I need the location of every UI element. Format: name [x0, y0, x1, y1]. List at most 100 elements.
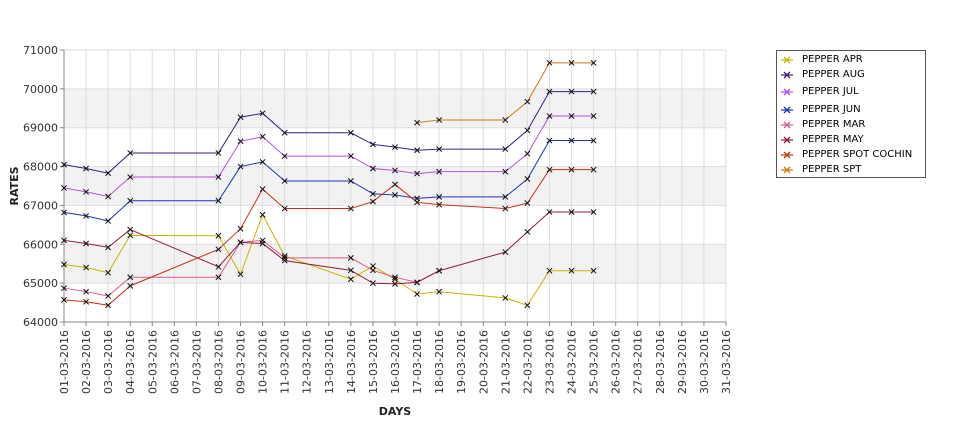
- legend-label: PEPPER SPT: [802, 164, 862, 175]
- point-marker-pepper-spot-cochin: [127, 282, 134, 289]
- legend-marker-icon: [781, 106, 793, 114]
- point-marker-pepper-may: [369, 280, 376, 287]
- point-marker-pepper-spot-cochin: [237, 225, 244, 232]
- point-marker-pepper-apr: [61, 261, 67, 268]
- x-tick-label: 16-03-2016: [389, 330, 402, 394]
- series-markers: [61, 59, 597, 309]
- y-tick-label: 64000: [23, 316, 58, 329]
- point-marker-pepper-jul: [546, 113, 553, 120]
- point-marker-pepper-spot-cochin: [347, 205, 354, 212]
- point-marker-pepper-may: [568, 209, 575, 215]
- point-marker-pepper-aug: [392, 144, 398, 151]
- point-marker-pepper-may: [61, 237, 67, 244]
- point-marker-pepper-jul: [105, 193, 112, 200]
- point-marker-pepper-apr: [568, 267, 575, 274]
- point-marker-pepper-apr: [215, 232, 222, 239]
- x-tick-label: 28-03-2016: [654, 330, 667, 394]
- legend-marker-icon: [781, 121, 793, 129]
- point-marker-pepper-mar: [281, 254, 288, 261]
- series-line-pepper-apr: [63, 213, 594, 306]
- x-tick-label: 23-03-2016: [543, 330, 556, 394]
- point-marker-pepper-spot-cochin: [524, 200, 531, 207]
- legend-item-pepper-may: PEPPER MAY: [777, 133, 925, 147]
- point-marker-pepper-spot-cochin: [436, 201, 443, 208]
- point-marker-pepper-jul: [392, 167, 398, 174]
- point-marker-pepper-jul: [502, 168, 509, 175]
- x-tick-label: 24-03-2016: [566, 330, 579, 394]
- legend-marker-icon: [781, 136, 793, 144]
- legend-marker-icon: [781, 88, 793, 96]
- point-marker-pepper-jun: [105, 218, 112, 224]
- point-marker-pepper-aug: [524, 127, 531, 134]
- x-tick-labels: 01-03-2016 02-03-2016 03-03-2016 04-03-2016…: [58, 330, 733, 394]
- legend: PEPPER APR PEPPER AUG PEPPER JUL PEPPER JUN…: [776, 50, 926, 178]
- point-marker-pepper-may: [127, 226, 134, 233]
- y-tick-label: 67000: [23, 199, 58, 212]
- x-tick-label: 11-03-2016: [279, 330, 292, 394]
- series-line-pepper-may: [63, 211, 594, 285]
- axes: [60, 49, 727, 326]
- point-marker-pepper-apr: [392, 276, 398, 283]
- x-tick-label: 02-03-2016: [80, 330, 93, 394]
- x-tick-label: 09-03-2016: [235, 330, 248, 394]
- point-marker-pepper-jul: [369, 165, 376, 172]
- point-marker-pepper-spt: [568, 59, 575, 66]
- point-marker-pepper-jul: [436, 168, 443, 175]
- point-marker-pepper-mar: [83, 288, 90, 295]
- point-marker-pepper-jul: [568, 113, 575, 120]
- point-marker-pepper-spt: [436, 116, 443, 123]
- point-marker-pepper-jun: [61, 209, 67, 216]
- x-tick-label: 20-03-2016: [477, 330, 490, 394]
- legend-label: PEPPER SPOT COCHIN: [802, 149, 913, 160]
- point-marker-pepper-may: [83, 240, 90, 247]
- point-marker-pepper-jul: [414, 170, 421, 177]
- point-marker-pepper-aug: [414, 147, 421, 154]
- point-marker-pepper-jul: [215, 174, 222, 181]
- point-marker-pepper-aug: [281, 129, 288, 136]
- point-marker-pepper-mar: [61, 285, 67, 292]
- point-marker-pepper-aug: [127, 150, 134, 156]
- point-marker-pepper-apr: [281, 252, 288, 259]
- point-marker-pepper-aug: [436, 146, 443, 153]
- x-tick-label: 12-03-2016: [301, 330, 314, 394]
- point-marker-pepper-jul: [83, 188, 90, 195]
- point-marker-pepper-aug: [369, 141, 376, 148]
- point-marker-pepper-spot-cochin: [568, 166, 575, 173]
- legend-label: PEPPER MAR: [802, 119, 866, 130]
- legend-item-pepper-mar: PEPPER MAR: [777, 118, 925, 132]
- point-marker-pepper-mar: [347, 254, 354, 261]
- point-marker-pepper-may: [105, 244, 112, 251]
- point-marker-pepper-jun: [392, 191, 398, 198]
- legend-item-pepper-jul: PEPPER JUL: [777, 85, 925, 99]
- point-marker-pepper-mar: [369, 267, 376, 274]
- point-marker-pepper-jul: [590, 113, 597, 120]
- x-tick-label: 07-03-2016: [190, 330, 203, 394]
- point-marker-pepper-spot-cochin: [215, 246, 222, 253]
- x-tick-label: 29-03-2016: [676, 330, 689, 394]
- point-marker-pepper-spot-cochin: [83, 298, 90, 305]
- y-tick-labels: 64000 65000 66000 67000 68000 69000 70000 71000: [23, 44, 58, 329]
- point-marker-pepper-may: [259, 240, 266, 247]
- point-marker-pepper-jun: [369, 190, 376, 197]
- point-marker-pepper-jun: [281, 177, 288, 184]
- point-marker-pepper-jun: [83, 212, 90, 219]
- x-tick-label: 14-03-2016: [345, 330, 358, 394]
- point-marker-pepper-apr: [502, 294, 509, 301]
- y-tick-label: 68000: [23, 161, 58, 174]
- point-marker-pepper-apr: [369, 263, 376, 269]
- point-marker-pepper-jul: [281, 153, 288, 160]
- x-tick-label: 25-03-2016: [588, 330, 601, 394]
- point-marker-pepper-may: [590, 209, 597, 215]
- point-marker-pepper-spot-cochin: [392, 181, 398, 188]
- point-marker-pepper-may: [215, 263, 222, 270]
- point-marker-pepper-spt: [502, 116, 509, 123]
- x-tick-label: 27-03-2016: [632, 330, 645, 394]
- point-marker-pepper-apr: [414, 291, 421, 297]
- point-marker-pepper-may: [281, 257, 288, 264]
- legend-item-pepper-aug: PEPPER AUG: [777, 68, 925, 82]
- point-marker-pepper-may: [436, 267, 443, 274]
- point-marker-pepper-jul: [61, 184, 67, 191]
- point-marker-pepper-apr: [436, 288, 443, 295]
- legend-marker-icon: [781, 71, 793, 79]
